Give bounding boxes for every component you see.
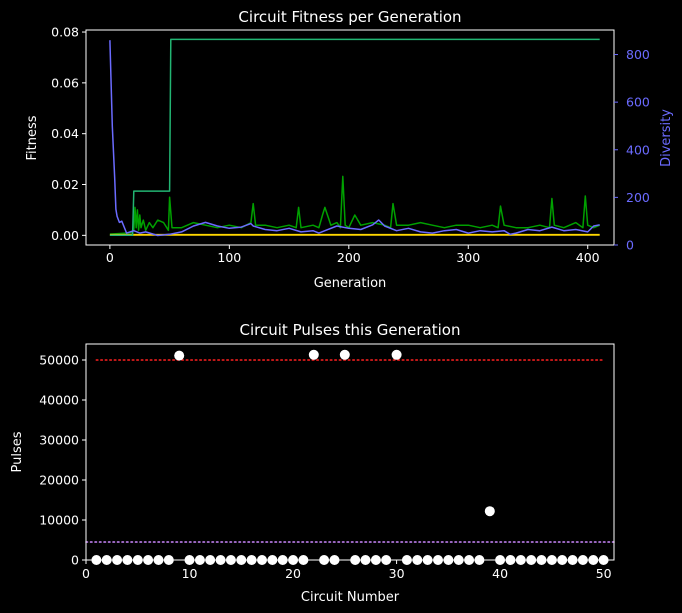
y-tick-label: 0.00 xyxy=(51,228,79,243)
y-tick-label: 0.04 xyxy=(51,126,79,141)
best-series-line xyxy=(109,38,600,237)
y2-tick-label: 800 xyxy=(626,47,650,62)
y-tick-label: 0 xyxy=(71,553,79,568)
pulses-chart: Circuit Pulses this Generation 0 10 20 30 40… xyxy=(10,321,615,605)
fitness-plot-frame xyxy=(85,29,615,246)
x-tick-label: 10 xyxy=(182,566,198,581)
pulse-point xyxy=(174,350,185,361)
y2-tick-label: 400 xyxy=(626,142,650,157)
diversity-series-line xyxy=(109,40,600,237)
y-tick-label: 50000 xyxy=(39,353,79,368)
x-tick-label: 40 xyxy=(492,566,508,581)
x-tick-label: 100 xyxy=(217,250,241,265)
pulse-point xyxy=(484,506,495,517)
y-tick-label: 0.08 xyxy=(51,25,79,40)
fitness-chart: Circuit Fitness per Generation 0 100 200 30… xyxy=(25,8,674,291)
diversity-y-axis: 0 200 400 600 800 xyxy=(614,47,650,253)
pulses-y-axis: 0 10000 20000 30000 40000 50000 xyxy=(39,353,86,568)
fitness-y-axis-label: Fitness xyxy=(25,115,40,160)
y-tick-label: 0.02 xyxy=(51,177,79,192)
pulses-chart-title: Circuit Pulses this Generation xyxy=(240,321,461,339)
pulses-y-axis-label: Pulses xyxy=(10,431,25,472)
y2-tick-label: 600 xyxy=(626,95,650,110)
y-tick-label: 0.06 xyxy=(51,75,79,90)
y-tick-label: 20000 xyxy=(39,473,79,488)
x-tick-label: 0 xyxy=(106,250,114,265)
pulses-plot-frame xyxy=(85,343,615,561)
x-tick-label: 50 xyxy=(596,566,612,581)
x-tick-label: 20 xyxy=(285,566,301,581)
fitness-x-axis-label: Generation xyxy=(314,276,387,291)
y2-tick-label: 200 xyxy=(626,190,650,205)
x-tick-label: 400 xyxy=(576,250,600,265)
pulse-point xyxy=(308,349,319,360)
pulses-x-axis-label: Circuit Number xyxy=(301,590,400,605)
y-tick-label: 30000 xyxy=(39,433,79,448)
x-tick-label: 200 xyxy=(337,250,361,265)
fitness-y-axis: 0.00 0.02 0.04 0.06 0.08 xyxy=(51,25,86,243)
mean-series-line xyxy=(109,175,600,235)
pulse-point xyxy=(391,349,402,360)
fitness-x-axis: 0 100 200 300 400 xyxy=(106,245,600,265)
fitness-series-layer xyxy=(109,38,600,237)
x-tick-label: 300 xyxy=(456,250,480,265)
x-tick-label: 0 xyxy=(82,566,90,581)
diversity-y-axis-label: Diversity xyxy=(659,109,674,167)
fitness-chart-title: Circuit Fitness per Generation xyxy=(238,8,461,26)
x-tick-label: 30 xyxy=(389,566,405,581)
pulse-point xyxy=(339,349,350,360)
y2-tick-label: 0 xyxy=(626,238,634,253)
y-tick-label: 40000 xyxy=(39,393,79,408)
y-tick-label: 10000 xyxy=(39,513,79,528)
pulses-x-axis: 0 10 20 30 40 50 xyxy=(82,560,612,581)
